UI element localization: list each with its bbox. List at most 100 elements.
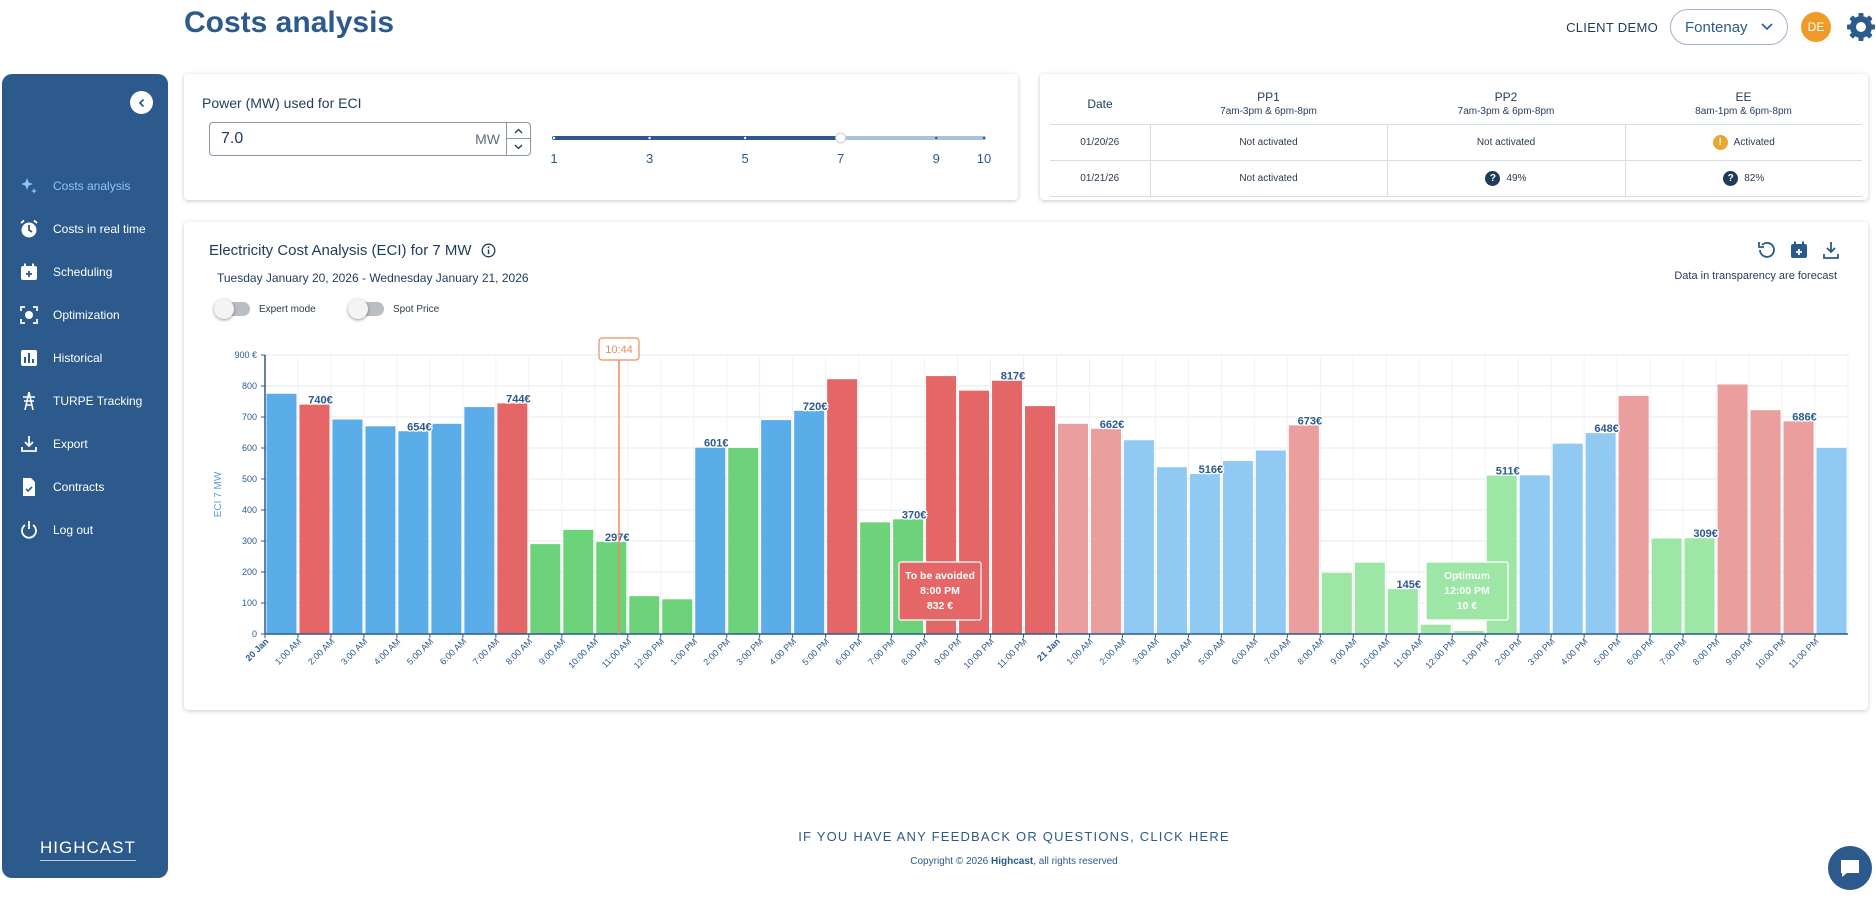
bar: [1058, 423, 1088, 634]
copyright-prefix: Copyright © 2026: [910, 856, 992, 867]
x-tick-label: 4:00 PM: [767, 636, 798, 667]
avatar[interactable]: DE: [1801, 12, 1831, 42]
bar: [1090, 428, 1121, 634]
sidebar-item-costs-in-real-time[interactable]: Costs in real time: [2, 207, 168, 250]
bar: [992, 380, 1023, 634]
client-name: CLIENT DEMO: [1566, 19, 1658, 35]
sidebar-item-turpe-tracking[interactable]: TURPE Tracking: [2, 379, 168, 422]
bar: [1552, 443, 1583, 634]
x-tick-label: 3:00 PM: [1526, 636, 1557, 667]
slider-tick-label: 5: [741, 151, 748, 166]
bar: [1222, 461, 1253, 634]
bar: [761, 420, 792, 634]
spot-price-toggle[interactable]: Spot Price: [348, 299, 439, 319]
sidebar-item-export[interactable]: Export: [2, 422, 168, 465]
sidebar-item-costs-analysis[interactable]: Costs analysis: [2, 164, 168, 207]
data-label: 370€: [902, 509, 926, 521]
sidebar-item-optimization[interactable]: Optimization: [2, 293, 168, 336]
feedback-link[interactable]: IF YOU HAVE ANY FEEDBACK OR QUESTIONS, C…: [798, 829, 1230, 844]
x-tick-label: 5:00 PM: [1592, 636, 1623, 667]
x-tick-label: 11:00 AM: [600, 636, 633, 669]
site-select[interactable]: Fontenay: [1670, 9, 1788, 45]
calendar-icon: [21, 263, 37, 280]
bar: [332, 419, 363, 634]
y-tick-label: 500: [242, 474, 257, 484]
x-tick-label: 9:00 PM: [932, 636, 963, 667]
x-tick-label: 2:00 PM: [1493, 636, 1524, 667]
x-tick-label: 20 Jan: [244, 636, 271, 663]
periods-table: Date PP1 7am-3pm & 6pm-8pm PP2 7am-3pm & 6…: [1050, 84, 1862, 197]
help-icon[interactable]: ?: [1485, 170, 1501, 186]
power-slider[interactable]: 1 3 5 7 9 10: [544, 128, 1004, 168]
x-tick-label: 6:00 AM: [1229, 636, 1259, 666]
data-label: 309€: [1693, 528, 1717, 540]
slider-tick-label: 7: [837, 151, 844, 166]
table-row: 01/21/26 Not activated ? 49% ? 82%: [1050, 160, 1862, 197]
y-tick-label: 800: [242, 381, 257, 391]
info-icon[interactable]: [481, 243, 496, 258]
power-input[interactable]: 7.0 MW: [209, 122, 507, 156]
expert-mode-switch[interactable]: [214, 299, 250, 319]
pp1-cell: Not activated: [1149, 160, 1387, 197]
bar: [827, 379, 858, 634]
chat-button[interactable]: [1828, 846, 1872, 890]
x-tick-label: 3:00 PM: [734, 636, 765, 667]
avoid-tooltip-value: 832 €: [927, 600, 953, 612]
sidebar-item-label: Contracts: [53, 479, 105, 494]
calendar-add-icon[interactable]: [1789, 240, 1809, 260]
sidebar-item-historical[interactable]: Historical: [2, 336, 168, 379]
slider-mark: [743, 136, 747, 140]
data-label: 686€: [1792, 411, 1816, 423]
power-input-value: 7.0: [221, 130, 244, 147]
optimum-tooltip-box: [1425, 561, 1509, 621]
stepper-up-button[interactable]: [507, 123, 530, 139]
pp2-cell: Not activated: [1386, 124, 1625, 161]
expert-mode-toggle[interactable]: Expert mode: [214, 299, 316, 319]
download-icon[interactable]: [1821, 240, 1841, 260]
sidebar-item-label: Historical: [53, 350, 103, 365]
y-tick-label: 200: [242, 567, 257, 577]
power-unit: MW: [475, 131, 500, 147]
bar: [1651, 538, 1682, 634]
col-header-sub: 7am-3pm & 6pm-8pm: [1457, 106, 1555, 118]
sidebar-item-contracts[interactable]: Contracts: [2, 465, 168, 508]
stepper-down-button[interactable]: [507, 139, 530, 155]
avoid-tooltip-title: To be avoided: [905, 570, 975, 582]
current-time-label: 10:44: [605, 344, 633, 356]
x-tick-label: 8:00 AM: [504, 636, 534, 666]
x-tick-label: 11:00 PM: [1787, 636, 1821, 670]
bar: [464, 407, 495, 634]
data-label: 720€: [803, 401, 827, 413]
help-icon[interactable]: ?: [1723, 170, 1739, 186]
sparkle-icon: [21, 177, 37, 194]
x-tick-label: 4:00 AM: [372, 636, 402, 666]
bar: [1750, 410, 1781, 634]
y-tick-label: 900 €: [234, 350, 257, 360]
slider-tick-label: 3: [646, 151, 653, 166]
ee-status: Activated: [1733, 136, 1775, 148]
col-header-pp2: PP2 7am-3pm & 6pm-8pm: [1387, 84, 1625, 125]
slider-thumb[interactable]: [835, 132, 847, 144]
pp2-cell: ? 49%: [1386, 160, 1625, 197]
y-tick-label: 0: [252, 629, 257, 639]
bar: [1354, 562, 1385, 634]
bar: [398, 431, 429, 634]
sidebar-item-log-out[interactable]: Log out: [2, 508, 168, 551]
x-tick-label: 4:00 AM: [1163, 636, 1193, 666]
x-tick-label: 10:00 PM: [962, 636, 996, 670]
gear-icon[interactable]: [1846, 12, 1876, 42]
reset-icon[interactable]: [1757, 240, 1777, 260]
x-tick-label: 10:00 AM: [566, 636, 600, 670]
spot-price-switch[interactable]: [348, 299, 384, 319]
bar: [1717, 384, 1748, 634]
bar: [1025, 406, 1055, 634]
x-tick-label: 7:00 AM: [471, 636, 501, 666]
bar: [299, 404, 330, 634]
chevron-down-icon: [514, 144, 523, 150]
bar: [1255, 450, 1286, 634]
chevron-up-icon: [514, 128, 523, 133]
bar: [1387, 589, 1418, 634]
collapse-sidebar-button[interactable]: [130, 91, 153, 114]
ee-cell: ! Activated: [1624, 124, 1862, 161]
sidebar-item-scheduling[interactable]: Scheduling: [2, 250, 168, 293]
